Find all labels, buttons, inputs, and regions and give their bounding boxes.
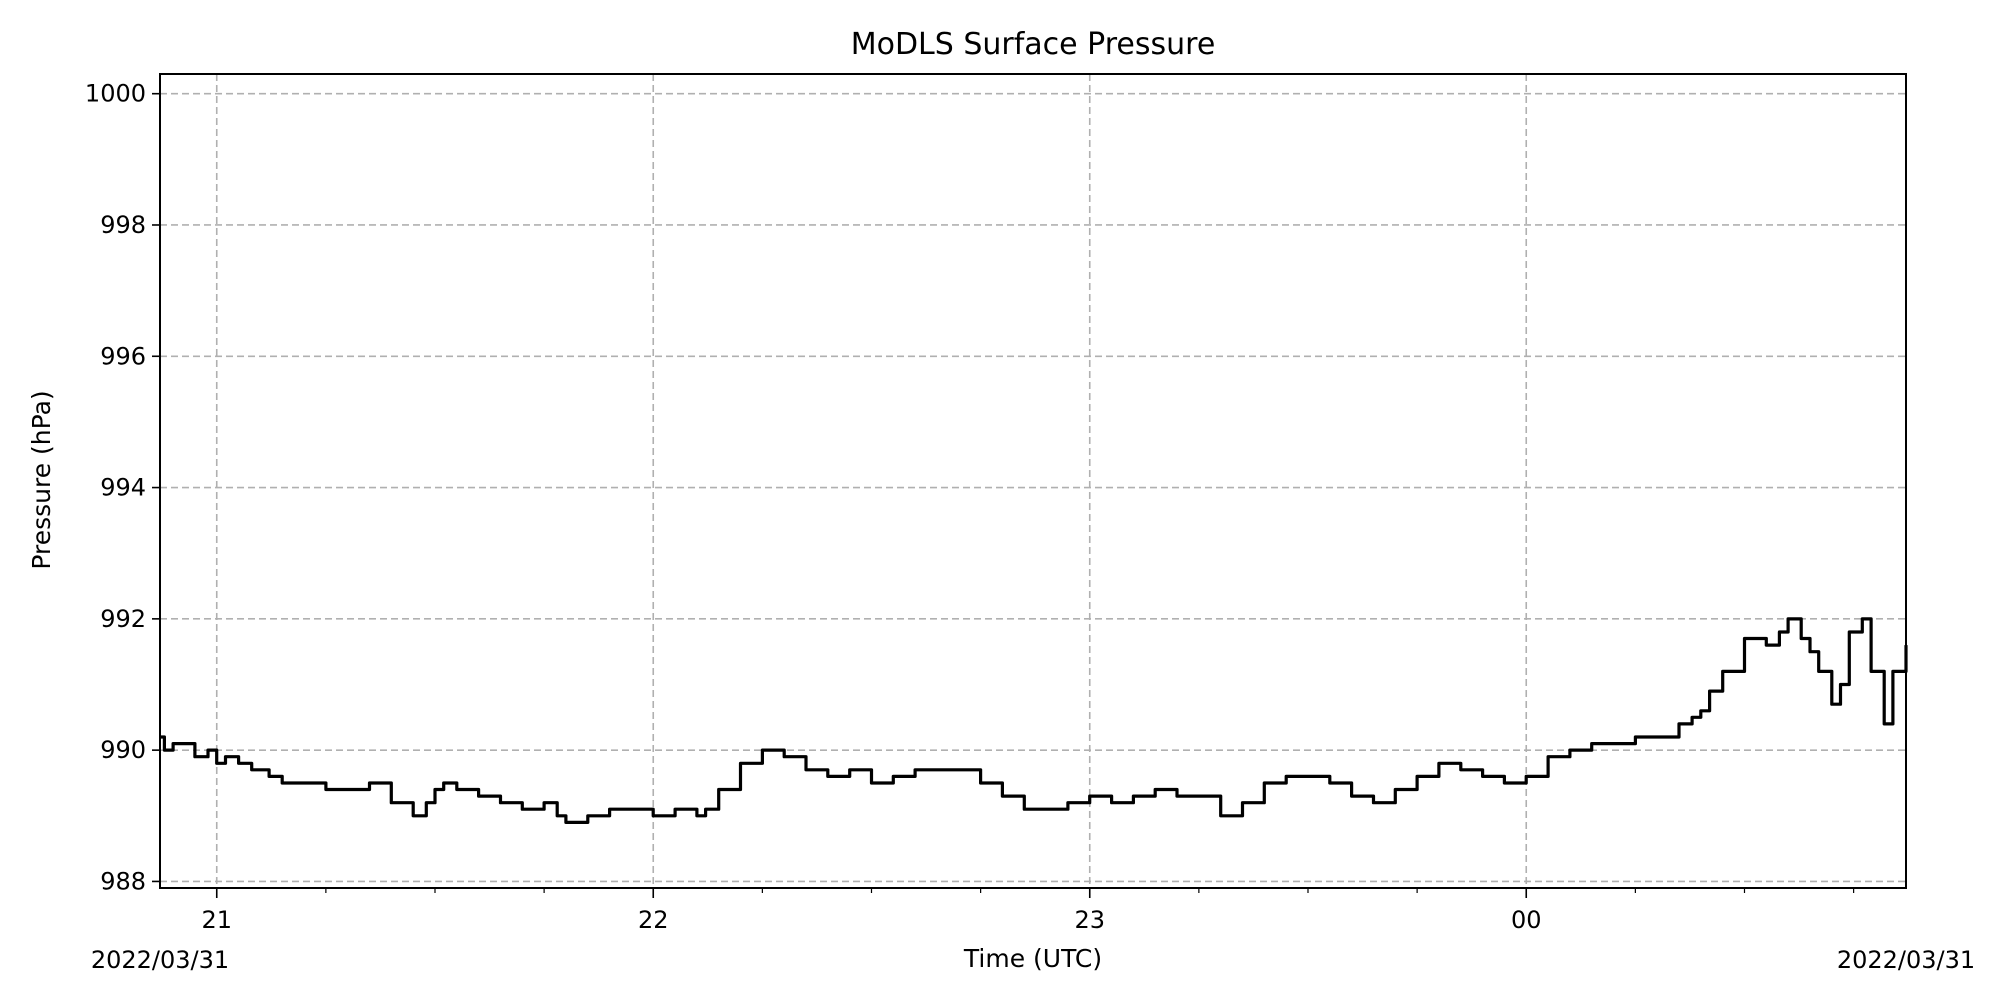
series-line-0 <box>160 617 1908 824</box>
y-tick-label: 988 <box>100 867 146 895</box>
plot-frame <box>159 73 1907 889</box>
x-tick-label: 23 <box>1074 906 1105 934</box>
grid-layer <box>160 74 1906 888</box>
date-label-right: 2022/03/31 <box>1837 946 1975 974</box>
x-tick-label: 00 <box>1511 906 1542 934</box>
y-tick-label: 992 <box>100 605 146 633</box>
y-axis-title: Pressure (hPa) <box>27 390 56 569</box>
y-tick-label: 998 <box>100 211 146 239</box>
x-axis-title: Time (UTC) <box>963 944 1102 973</box>
x-tick-label: 22 <box>638 906 669 934</box>
y-tick-label: 1000 <box>85 80 146 108</box>
date-label-left: 2022/03/31 <box>91 946 229 974</box>
series-layer <box>160 617 1908 824</box>
y-tick-label: 994 <box>100 474 146 502</box>
chart-title: MoDLS Surface Pressure <box>851 27 1216 62</box>
tick-layer: 988 990 992 994 996 998 1000 21 22 23 00 <box>85 80 1855 934</box>
y-tick-label: 990 <box>100 736 146 764</box>
x-tick-label: 21 <box>201 906 232 934</box>
y-tick-label: 996 <box>100 342 146 370</box>
